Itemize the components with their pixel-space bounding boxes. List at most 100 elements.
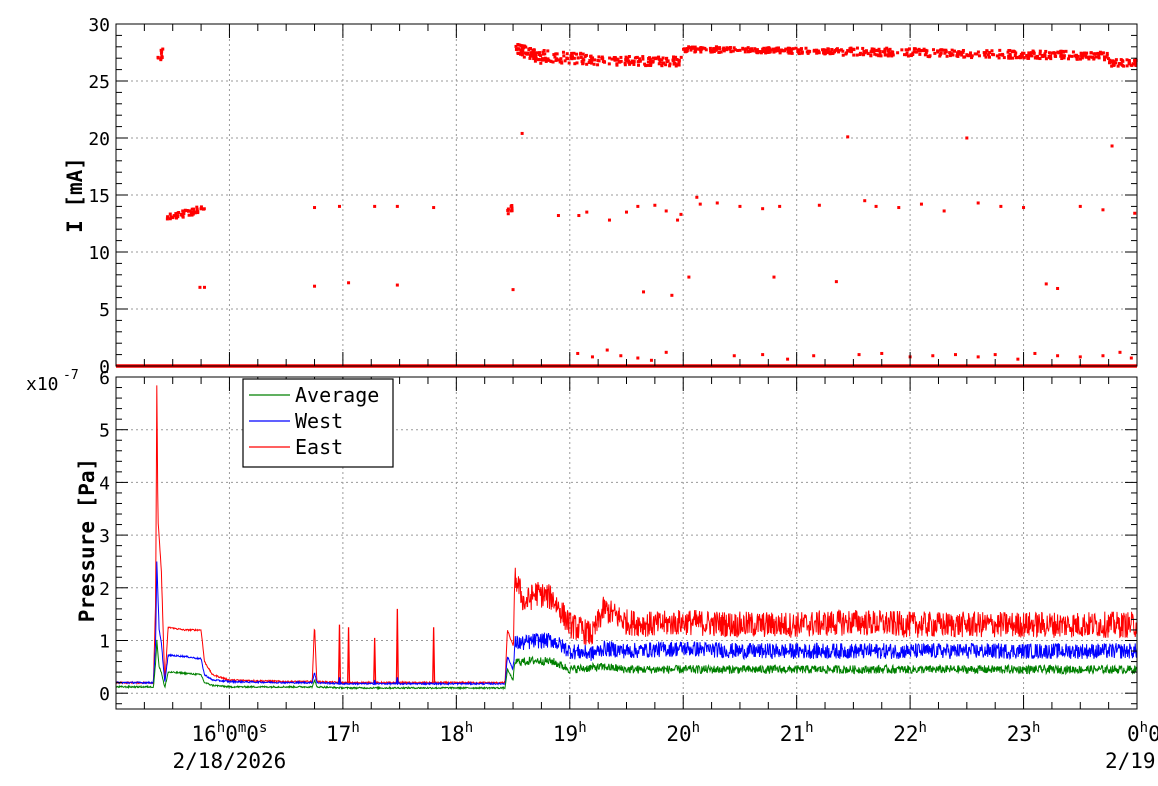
current-point	[1043, 52, 1047, 56]
current-point	[976, 50, 980, 54]
current-y-tick-label: 30	[88, 15, 110, 36]
x-tick-label: 22h	[893, 720, 927, 746]
current-point	[903, 53, 907, 57]
current-point	[695, 47, 699, 51]
current-point	[679, 212, 683, 216]
current-point	[645, 63, 649, 67]
current-point	[661, 56, 665, 60]
current-point	[738, 48, 742, 52]
current-point	[1101, 208, 1105, 212]
current-point	[1040, 53, 1044, 57]
current-point	[563, 59, 567, 63]
pressure-spike-east	[347, 627, 351, 683]
current-point	[883, 50, 887, 54]
current-point	[718, 46, 722, 50]
current-point	[558, 60, 562, 64]
current-point	[826, 47, 830, 51]
current-y-tick-label: 5	[99, 300, 110, 321]
current-point	[529, 51, 533, 55]
current-point	[764, 51, 768, 55]
current-point	[648, 57, 652, 61]
current-point	[557, 58, 561, 62]
current-point	[986, 53, 990, 57]
current-point	[182, 210, 186, 214]
current-point	[1034, 55, 1038, 59]
current-point	[984, 55, 988, 59]
current-point	[630, 61, 634, 65]
current-point	[613, 56, 617, 60]
current-point	[722, 49, 726, 53]
current-point	[1112, 63, 1116, 67]
current-point	[1133, 211, 1137, 215]
current-point	[527, 47, 531, 51]
x-tick-hour: 16	[191, 722, 216, 746]
current-point	[608, 56, 612, 60]
current-point	[704, 48, 708, 52]
current-point	[1085, 51, 1089, 55]
current-point	[862, 50, 866, 54]
current-point	[918, 52, 922, 56]
current-point	[582, 58, 586, 62]
current-point	[1061, 49, 1065, 53]
current-point	[850, 48, 854, 52]
current-point	[636, 63, 640, 67]
current-point	[738, 204, 742, 208]
current-point	[1118, 350, 1122, 354]
current-point	[950, 48, 954, 52]
current-point	[1078, 57, 1082, 61]
x-tick-hour: 23	[1007, 722, 1032, 746]
current-point	[970, 54, 974, 58]
x-date-label: 2/19	[1105, 749, 1156, 773]
current-point	[1057, 51, 1061, 55]
current-point	[1070, 54, 1074, 58]
current-point	[1088, 55, 1092, 59]
current-point	[519, 49, 523, 53]
x-tick-minute-unit: m	[238, 720, 246, 736]
current-point	[624, 55, 628, 59]
current-point	[883, 53, 887, 57]
current-point	[990, 49, 994, 53]
current-point	[591, 56, 595, 60]
current-point	[922, 47, 926, 51]
current-point	[1016, 55, 1020, 59]
current-point	[542, 49, 546, 53]
current-point	[1014, 56, 1018, 60]
current-point	[597, 55, 601, 59]
x-tick-hour: 17	[326, 722, 351, 746]
current-point	[1067, 54, 1071, 58]
current-point	[715, 201, 719, 205]
current-point	[543, 57, 547, 61]
current-point	[576, 56, 580, 60]
current-point	[952, 49, 956, 53]
current-point	[657, 57, 661, 61]
current-point	[559, 57, 563, 61]
current-point	[993, 353, 997, 357]
current-point	[156, 56, 160, 60]
current-point	[676, 218, 680, 222]
current-point	[395, 283, 399, 287]
current-point	[846, 135, 850, 139]
current-point	[904, 48, 908, 52]
current-point	[177, 211, 181, 215]
current-point	[778, 204, 782, 208]
pressure-spike-west	[337, 677, 342, 684]
current-point	[1020, 51, 1024, 55]
x-tick-hour-unit: h	[351, 720, 359, 736]
current-point	[627, 61, 631, 65]
current-point	[554, 58, 558, 62]
current-point	[1110, 64, 1114, 68]
current-point	[531, 48, 535, 52]
current-point	[575, 61, 579, 65]
current-point	[517, 47, 521, 51]
current-point	[784, 47, 788, 51]
current-point	[642, 290, 646, 294]
current-point	[820, 48, 824, 52]
current-point	[708, 46, 712, 50]
current-point	[607, 218, 611, 222]
current-point	[590, 61, 594, 65]
current-point	[1013, 53, 1017, 57]
current-point	[544, 59, 548, 63]
x-tick-hour-unit: h	[1140, 720, 1148, 736]
current-point	[535, 51, 539, 55]
